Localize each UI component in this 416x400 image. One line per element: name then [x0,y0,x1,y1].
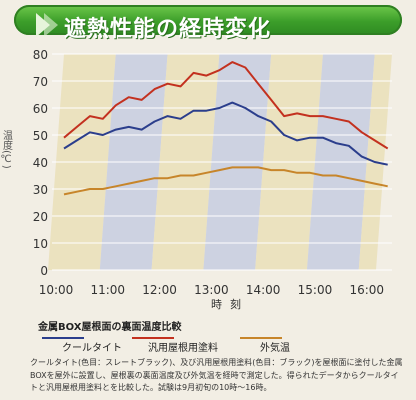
x-tick-label: 12:00 [142,283,177,297]
x-tick-label: 11:00 [90,283,125,297]
y-tick-label: 0 [40,264,48,278]
x-axis-label: 時刻 [211,297,249,310]
series-line-1 [63,101,388,166]
legend-label-general-paint: 汎用屋根用塗料 [148,343,218,354]
x-tick-label: 13:00 [194,283,229,297]
y-tick-label: 70 [33,75,48,89]
chart-title: 遮熱性能の経時変化 [64,17,272,42]
x-tick-label: 14:00 [246,283,281,297]
y-tick-label: 30 [33,183,48,197]
y-tick-label: 80 [33,48,48,62]
title-banner: 遮熱性能の経時変化 [14,5,402,42]
series-line-2 [63,166,388,196]
legend-label-outside-air: 外気温 [260,343,290,354]
y-axis-label: 温度(℃) [0,130,12,169]
legend-title: 金属BOX屋根面の裏面温度比較 [38,322,182,333]
test-note: クールタイト(色目：スレートブラック)、及び汎用屋根用塗料(色目：ブラック)を屋… [30,358,403,392]
series-line-0 [63,61,389,150]
legend-swatch-general-paint [132,337,174,339]
x-tick-label: 10:00 [39,283,74,297]
legend-label-cooltight: クールタイト [62,343,122,354]
line-chart: 0 10 20 30 40 50 60 70 80 10:00 11:00 12:00 13:00 14:… [0,48,392,310]
y-tick-label: 10 [33,237,48,251]
x-tick-label: 15:00 [298,283,333,297]
legend-swatch-outside-air [240,337,282,339]
y-tick-label: 50 [33,129,48,143]
chevron-icon [44,13,58,37]
y-tick-label: 60 [33,102,48,116]
y-tick-label: 40 [33,156,48,170]
legend-swatch-cooltight [42,337,84,339]
x-tick-label: 16:00 [349,283,384,297]
y-tick-label: 20 [33,210,48,224]
